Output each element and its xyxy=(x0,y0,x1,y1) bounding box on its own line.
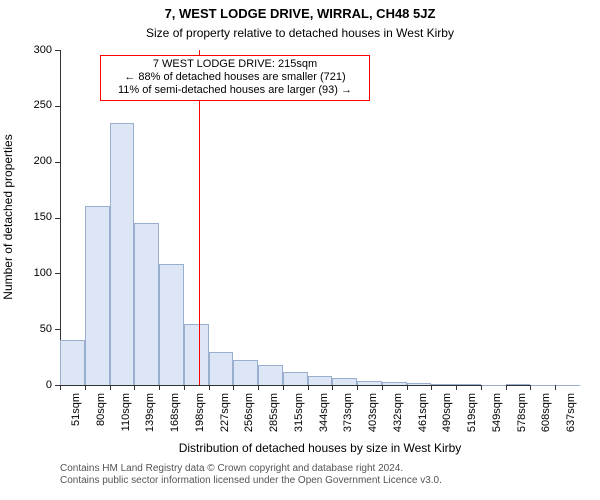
xtick-label: 578sqm xyxy=(516,393,528,443)
histogram-bar xyxy=(530,385,555,386)
xtick xyxy=(258,385,259,390)
xtick-label: 51sqm xyxy=(70,393,82,443)
y-axis-line xyxy=(60,50,61,385)
histogram-bar xyxy=(134,223,159,385)
histogram-bar xyxy=(555,385,580,386)
x-axis-title: Distribution of detached houses by size … xyxy=(60,441,580,455)
xtick-label: 315sqm xyxy=(293,393,305,443)
xtick-label: 432sqm xyxy=(392,393,404,443)
annotation-line: 7 WEST LODGE DRIVE: 215sqm xyxy=(105,58,365,71)
xtick xyxy=(456,385,457,390)
annotation-box: 7 WEST LODGE DRIVE: 215sqm← 88% of detac… xyxy=(100,55,370,101)
xtick-label: 80sqm xyxy=(95,393,107,443)
ytick-label: 200 xyxy=(20,155,52,167)
xtick xyxy=(555,385,556,390)
xtick-label: 373sqm xyxy=(342,393,354,443)
ytick-label: 150 xyxy=(20,211,52,223)
histogram-bar xyxy=(85,206,110,385)
xtick xyxy=(481,385,482,390)
histogram-bar xyxy=(382,382,407,385)
histogram-bar xyxy=(431,384,456,385)
xtick xyxy=(357,385,358,390)
ytick xyxy=(55,50,60,51)
xtick-label: 168sqm xyxy=(169,393,181,443)
xtick-label: 285sqm xyxy=(268,393,280,443)
xtick-label: 110sqm xyxy=(120,393,132,443)
xtick-label: 549sqm xyxy=(491,393,503,443)
histogram-bar xyxy=(159,264,184,385)
xtick-label: 637sqm xyxy=(565,393,577,443)
histogram-bar xyxy=(481,385,506,386)
title-sub: Size of property relative to detached ho… xyxy=(0,26,600,40)
xtick xyxy=(110,385,111,390)
xtick xyxy=(209,385,210,390)
xtick xyxy=(431,385,432,390)
xtick xyxy=(233,385,234,390)
xtick-label: 139sqm xyxy=(144,393,156,443)
histogram-bar xyxy=(258,365,283,385)
y-axis-title: Number of detached properties xyxy=(1,117,15,317)
histogram-bar xyxy=(332,378,357,385)
histogram-bar xyxy=(184,324,209,385)
xtick xyxy=(506,385,507,390)
ytick xyxy=(55,162,60,163)
ytick xyxy=(55,106,60,107)
xtick xyxy=(60,385,61,390)
annotation-line: ← 88% of detached houses are smaller (72… xyxy=(105,71,365,84)
xtick-label: 403sqm xyxy=(367,393,379,443)
xtick xyxy=(308,385,309,390)
xtick-label: 461sqm xyxy=(417,393,429,443)
histogram-bar xyxy=(456,384,481,385)
credit-text: Contains HM Land Registry data © Crown c… xyxy=(60,463,442,487)
xtick-label: 490sqm xyxy=(441,393,453,443)
histogram-bar xyxy=(283,372,308,385)
ytick-label: 50 xyxy=(20,323,52,335)
ytick-label: 100 xyxy=(20,267,52,279)
annotation-line: 11% of semi-detached houses are larger (… xyxy=(105,84,365,97)
ytick xyxy=(55,273,60,274)
xtick xyxy=(159,385,160,390)
credit-line: Contains HM Land Registry data © Crown c… xyxy=(60,463,442,475)
xtick xyxy=(134,385,135,390)
xtick-label: 256sqm xyxy=(243,393,255,443)
histogram-bar xyxy=(60,340,85,385)
ytick-label: 0 xyxy=(20,379,52,391)
xtick-label: 227sqm xyxy=(219,393,231,443)
xtick-label: 608sqm xyxy=(540,393,552,443)
xtick-label: 344sqm xyxy=(318,393,330,443)
xtick xyxy=(382,385,383,390)
xtick xyxy=(332,385,333,390)
histogram-bar xyxy=(308,376,333,385)
xtick-label: 519sqm xyxy=(466,393,478,443)
histogram-bar xyxy=(506,384,531,385)
xtick xyxy=(530,385,531,390)
ytick xyxy=(55,218,60,219)
credit-line: Contains public sector information licen… xyxy=(60,475,442,487)
ytick-label: 300 xyxy=(20,44,52,56)
ytick xyxy=(55,329,60,330)
xtick xyxy=(85,385,86,390)
xtick xyxy=(407,385,408,390)
xtick-label: 198sqm xyxy=(194,393,206,443)
histogram-bar xyxy=(233,360,258,385)
histogram-bar xyxy=(209,352,234,386)
chart-container: 7, WEST LODGE DRIVE, WIRRAL, CH48 5JZ Si… xyxy=(0,0,600,500)
histogram-bar xyxy=(110,123,135,385)
xtick xyxy=(283,385,284,390)
title-main: 7, WEST LODGE DRIVE, WIRRAL, CH48 5JZ xyxy=(0,6,600,21)
histogram-bar xyxy=(357,381,382,385)
histogram-bar xyxy=(407,383,432,385)
ytick-label: 250 xyxy=(20,99,52,111)
xtick xyxy=(184,385,185,390)
